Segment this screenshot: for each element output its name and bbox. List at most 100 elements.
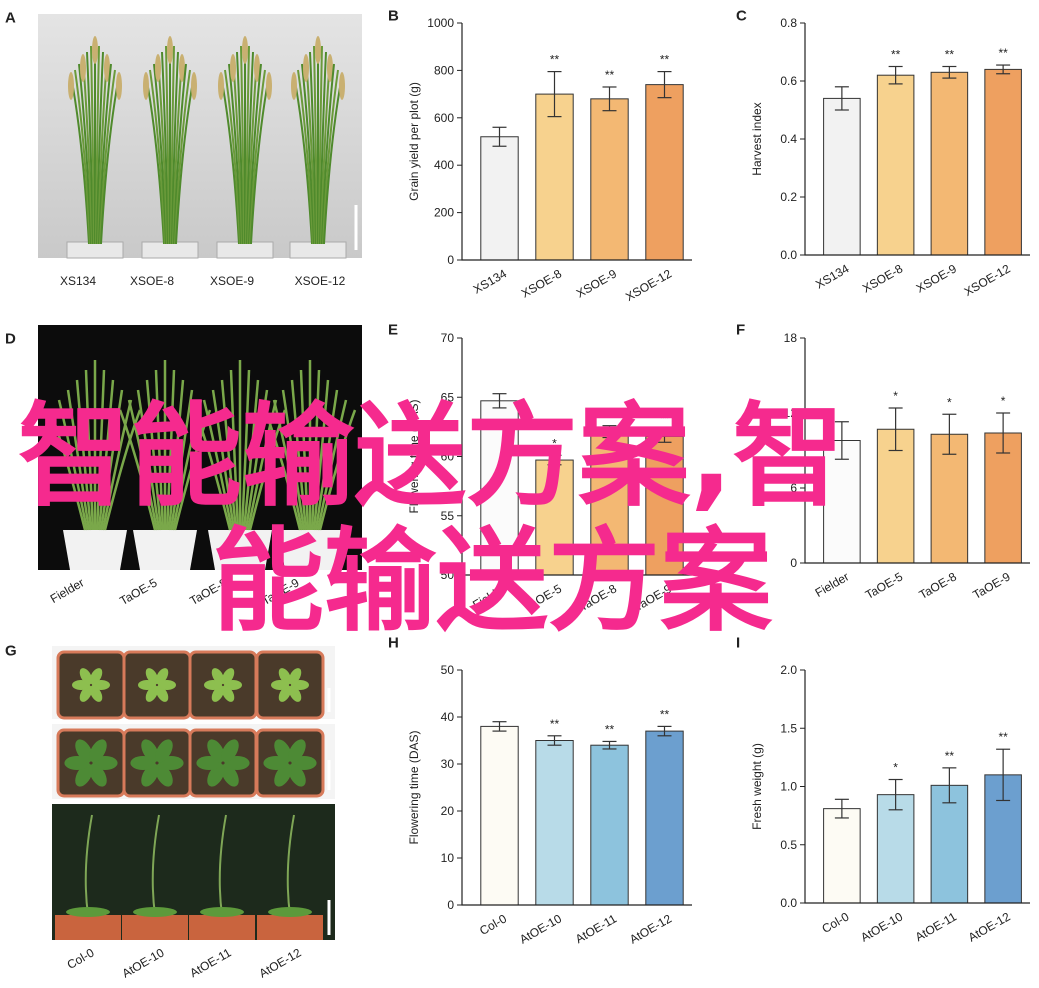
significance: **: [660, 53, 670, 67]
rosette-leaf: [288, 685, 302, 702]
leaf: [167, 379, 185, 531]
y-tick-label: 600: [434, 111, 454, 125]
pot: [66, 241, 124, 259]
y-tick-label: 20: [441, 804, 455, 818]
photo-label: XSOE-8: [130, 274, 174, 288]
stem: [100, 75, 120, 245]
y-tick-label: 50: [441, 663, 455, 677]
tray: [122, 650, 192, 720]
bar: [535, 93, 574, 261]
x-tick-label: XSOE-9: [574, 266, 619, 300]
stem: [245, 45, 250, 245]
error-bar: [942, 65, 957, 79]
stem: [323, 75, 343, 245]
significance: **: [550, 53, 560, 67]
x-tick-label: XSOE-8: [860, 261, 905, 295]
leaf: [154, 369, 165, 531]
x-tick-label: TaOE-8: [917, 569, 960, 602]
ear: [242, 36, 248, 64]
stem: [173, 63, 187, 245]
y-tick-label: 0.6: [780, 74, 797, 88]
watermark: 能输送方案: [212, 517, 773, 647]
significance: **: [660, 411, 670, 425]
significance: **: [998, 730, 1008, 744]
error-bar: [547, 735, 562, 746]
stem: [218, 814, 227, 916]
stem: [322, 69, 339, 245]
panel-label: I: [736, 634, 740, 651]
y-tick-label: 60: [441, 450, 455, 464]
pot: [189, 915, 255, 940]
rosette-leaf: [79, 668, 93, 685]
rosette-leaf: [145, 668, 159, 685]
stem: [313, 45, 318, 245]
x-tick-label: AtOE-12: [966, 909, 1013, 944]
ear: [80, 54, 86, 82]
bar: [876, 428, 915, 564]
pot: [289, 241, 347, 259]
watermark: 智能输送方案,智: [18, 392, 845, 522]
rosette-leaf: [221, 763, 239, 787]
stem: [98, 63, 112, 245]
leaf: [101, 399, 133, 531]
photo-label: AtOE-12: [257, 945, 304, 980]
error-bar: [657, 70, 672, 99]
x-tick-label: AtOE-11: [573, 911, 619, 946]
bar: [480, 400, 519, 576]
leaf: [220, 379, 238, 531]
stem: [70, 75, 90, 245]
rosette-leaf: [278, 668, 292, 685]
leaf: [318, 409, 357, 531]
pot: [63, 530, 127, 570]
ear: [303, 54, 309, 82]
error-bar: [547, 454, 562, 466]
x-tick-label: XSOE-8: [519, 266, 564, 300]
significance: *: [947, 395, 952, 409]
bar: [930, 71, 969, 256]
y-axis-label: Flowering time (DAS): [407, 730, 421, 844]
significance: *: [1001, 394, 1006, 408]
y-tick-label: 30: [441, 757, 455, 771]
y-tick-label: 1.5: [780, 721, 797, 735]
error-bar: [547, 70, 562, 118]
ear: [266, 72, 272, 100]
photo-label: TaOE-5: [117, 575, 160, 608]
y-tick-label: 70: [441, 331, 455, 345]
pot: [278, 530, 342, 570]
stem: [175, 75, 195, 245]
error-bar: [602, 740, 617, 750]
leaf: [97, 379, 115, 531]
stem: [250, 75, 270, 245]
panel-label: B: [388, 7, 399, 24]
leaf: [165, 369, 176, 531]
rosette: [200, 907, 244, 917]
y-tick-label: 18: [784, 331, 798, 345]
stem: [74, 69, 91, 245]
leaf: [169, 389, 194, 531]
ear: [116, 72, 122, 100]
rosette-leaf: [274, 739, 292, 763]
stem: [174, 69, 191, 245]
ear: [167, 36, 173, 64]
error-bar: [888, 778, 903, 811]
y-axis-label: Grain yield per plot (g): [407, 82, 421, 201]
ear: [327, 54, 333, 82]
y-tick-label: 800: [434, 63, 454, 77]
leaf: [248, 409, 287, 531]
error-bar: [834, 798, 849, 819]
error-bar: [888, 407, 903, 452]
x-tick-label: TaOE-9: [970, 569, 1013, 602]
bar: [823, 97, 861, 256]
bar: [876, 794, 915, 904]
ear: [155, 54, 161, 82]
leaf: [310, 369, 321, 531]
x-tick-label: XSOE-12: [962, 261, 1013, 299]
y-tick-label: 65: [441, 390, 455, 404]
pot: [257, 915, 323, 940]
significance: **: [605, 68, 615, 82]
y-tick-label: 400: [434, 158, 454, 172]
bar: [645, 730, 684, 906]
pot: [216, 241, 274, 259]
significance: *: [893, 761, 898, 775]
panel-label: G: [5, 642, 17, 659]
